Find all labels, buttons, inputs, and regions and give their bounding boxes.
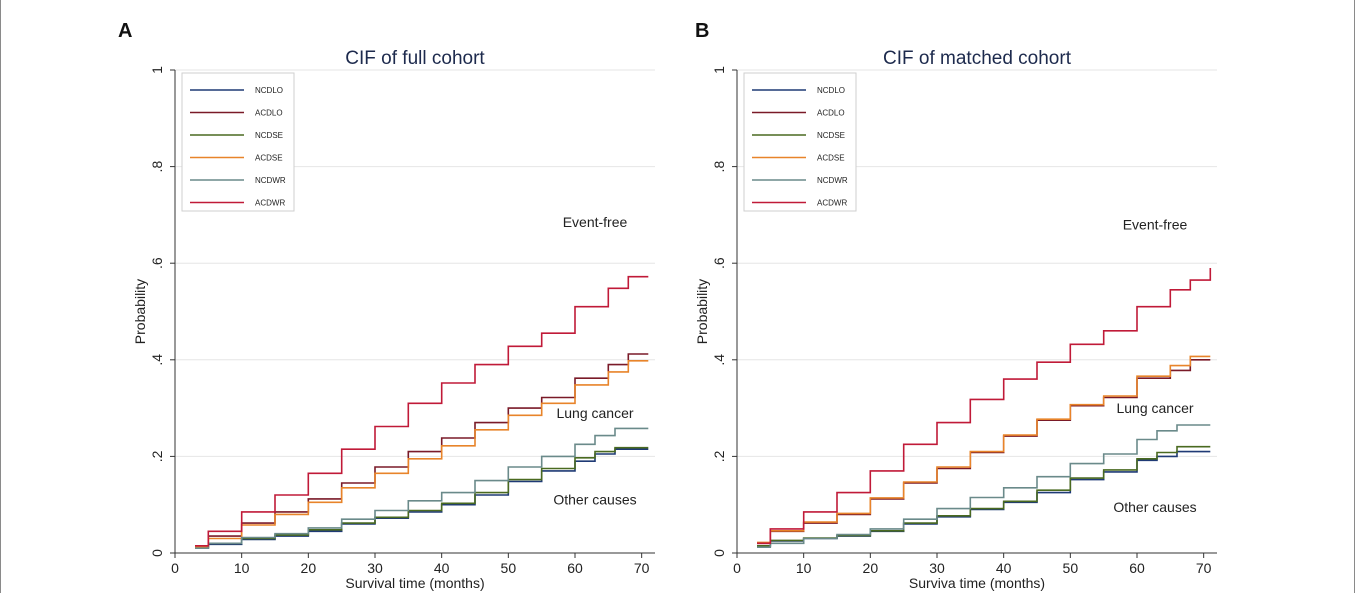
panel-a-series-line-ncdse [195,446,649,549]
panel-b-series-line-acdse [757,355,1211,544]
panel-b-y-tick-label: 1 [711,66,727,74]
panel-b-x-axis-label: Surviva time (months) [909,575,1045,591]
panel-a-x-tick-label: 30 [367,560,383,576]
panel-b-chart-title: CIF of matched cohort [883,48,1072,69]
panel-b-annotation: Lung cancer [1116,400,1193,416]
panel-b-y-axis-label: Probability [694,279,710,344]
panel-a-legend [181,72,295,212]
panel-b-series-line-acdwr [757,268,1212,545]
panel-a-y-tick-label: .4 [149,354,165,366]
panel-b-legend [743,72,857,212]
panel-a-x-tick-label: 50 [501,560,517,576]
panel-b-series-line-ncdse [757,445,1211,547]
panel-a-series-line-acdse [195,360,649,548]
panel-b-legend-label-ncdlo: NCDLO [817,86,845,95]
panel-a-y-tick-label: 1 [149,66,165,74]
panel-a-y-tick-label: .6 [149,257,165,269]
panel-b-y-tick-label: .8 [711,161,727,173]
panel-b-legend-label-ncdse: NCDSE [817,131,845,140]
panel-a-annotation: Other causes [553,492,636,508]
panel-a-y-tick-label: 0 [149,549,165,557]
panel-b-series-line-ncdwr [757,424,1211,548]
panel-a-legend-label-acdwr: ACDWR [255,199,285,208]
panel-b-series-line-acdlo [757,359,1211,545]
panel-b-x-tick-label: 70 [1196,560,1212,576]
panel-a-y-tick-label: .2 [149,450,165,462]
panel-a-legend-label-ncdwr: NCDWR [255,176,286,185]
panel-a-legend-label-ncdlo: NCDLO [255,86,283,95]
panel-b-legend-label-ncdwr: NCDWR [817,176,848,185]
panel-a-y-tick-label: .8 [149,161,165,173]
panel-a-series-line-ncdlo [195,448,649,549]
panel-b-y-tick-label: .6 [711,257,727,269]
panel-a-legend-label-acdse: ACDSE [255,154,283,163]
panel-a-x-tick-label: 60 [567,560,583,576]
panel-b-legend-label-acdlo: ACDLO [817,109,845,118]
panel-a-x-axis-label: Survival time (months) [345,575,484,591]
panel-b-x-tick-label: 0 [733,560,741,576]
panel-a-series-line-ncdwr [195,427,649,549]
panel-b-legend-label-acdwr: ACDWR [817,199,847,208]
panel-b-y-tick-label: 0 [711,549,727,557]
panel-b-x-tick-label: 50 [1063,560,1079,576]
panel-b-x-tick-label: 30 [929,560,945,576]
panel-b-x-tick-label: 40 [996,560,1012,576]
panel-b-x-tick-label: 20 [863,560,879,576]
panel-a-chart-title: CIF of full cohort [345,48,485,69]
panel-b-legend-label-acdse: ACDSE [817,154,845,163]
panel-letter-b: B [695,20,710,42]
panel-b-annotation: Event-free [1123,216,1188,232]
panel-a-annotation: Event-free [563,214,628,230]
panel-a-x-tick-label: 20 [301,560,317,576]
panel-a-annotation: Lung cancer [556,405,633,421]
panel-a-legend-label-ncdse: NCDSE [255,131,283,140]
panel-b-y-tick-label: .2 [711,450,727,462]
panel-b-y-tick-label: .4 [711,354,727,366]
panel-a-y-axis-label: Probability [132,279,148,344]
panel-a-x-tick-label: 10 [234,560,250,576]
panel-b-x-tick-label: 60 [1129,560,1145,576]
panel-b-x-tick-label: 10 [796,560,812,576]
panel-a-x-tick-label: 0 [171,560,179,576]
panel-letter-a: A [118,20,133,42]
panel-a-x-tick-label: 40 [434,560,450,576]
panel-a-legend-label-acdlo: ACDLO [255,109,283,118]
panel-b-annotation: Other causes [1113,499,1196,515]
panel-a-series-line-acdlo [195,353,649,548]
panel-a-x-tick-label: 70 [634,560,650,576]
panel-a-series-line-acdwr [195,275,649,547]
